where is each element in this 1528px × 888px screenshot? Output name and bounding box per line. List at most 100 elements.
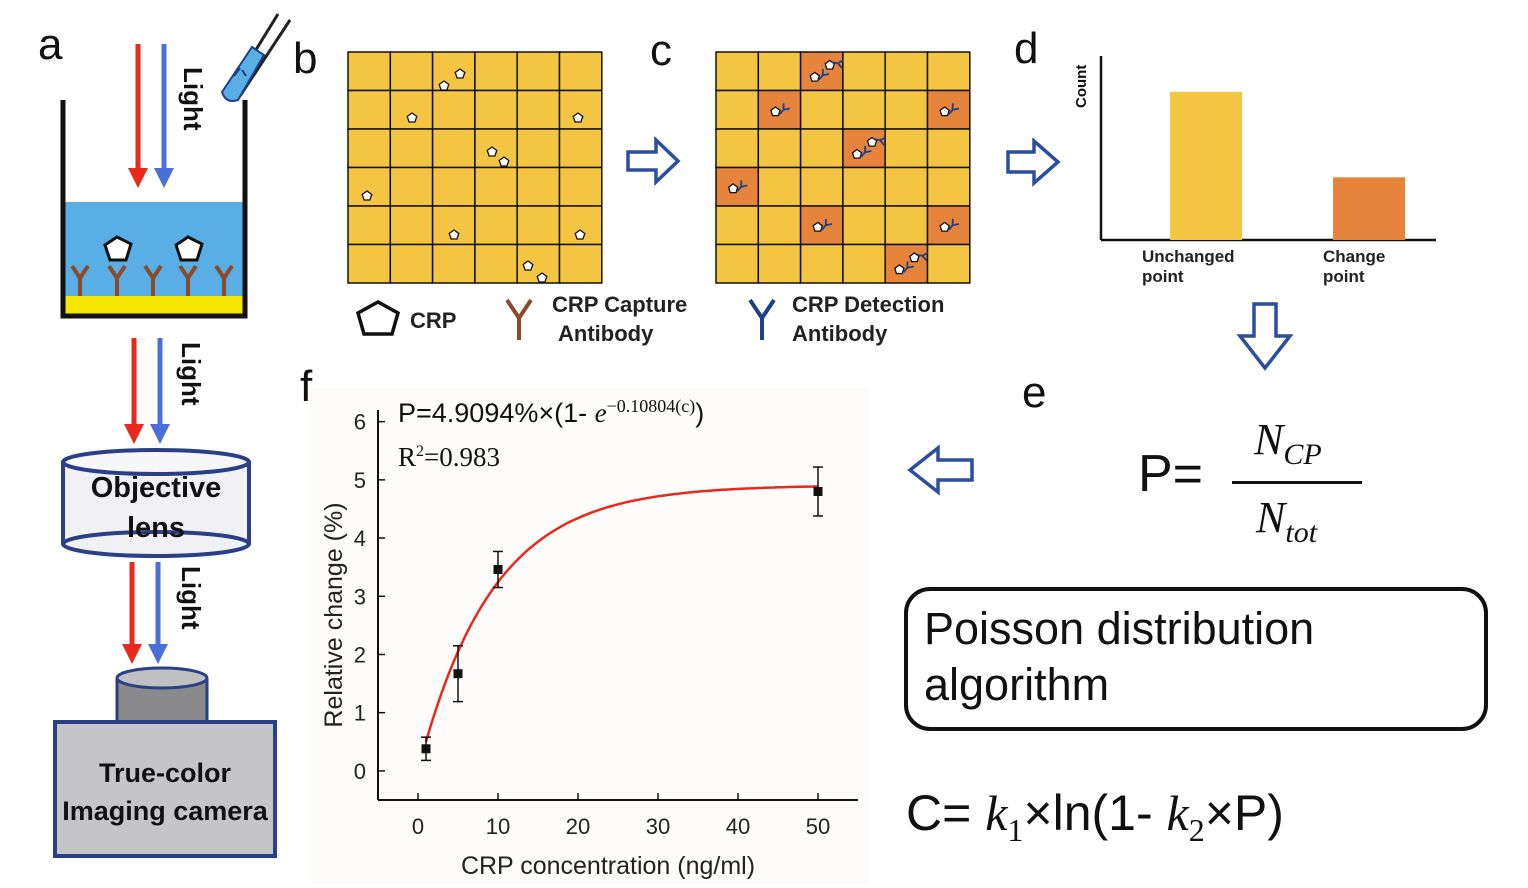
grid-cell [884,166,929,207]
detection-antibody-marker [873,136,887,146]
category-label-change-1: Change [1323,247,1385,266]
category-label-unchanged-2: point [1142,267,1184,286]
crp-marker [939,106,950,117]
capture-antibody-legend-icon [505,298,533,340]
grid-cell [757,243,802,284]
grid-cell [347,128,392,169]
algorithm-box: Poisson distribution algorithm [904,587,1488,731]
grid-cell [884,89,929,130]
crp-marker [572,112,584,123]
light-label-top: Light [178,67,208,131]
crp-marker [851,148,863,159]
bar-change-point [1333,177,1405,240]
grid-cell [474,243,518,284]
detection-antibody-legend-icon [748,298,776,340]
grid-cell [926,166,971,207]
grid-cell [347,89,392,130]
data-point [813,486,823,496]
detection-antibody-marker [948,218,960,231]
arrow-e-to-f [907,444,974,496]
arrow-d-to-e [1236,302,1294,371]
y-tick-label: 4 [354,526,366,551]
grid-cell [884,205,929,246]
changed-cell [842,128,886,169]
crp-marker [894,264,905,275]
grid-cell [884,128,929,169]
crp-marker [361,190,373,201]
x-tick-label: 40 [726,814,750,839]
grid-cell [347,51,392,92]
grid-cell [799,243,844,284]
grid-cell [842,205,886,246]
grid-cell [389,166,434,207]
grid-cell [431,128,476,169]
crp-marker [812,221,824,232]
category-label-unchanged-1: Unchanged [1142,247,1235,266]
grid-cell [516,166,561,207]
grid-cell [558,51,603,92]
grid-panels [347,51,971,284]
grid-cell [757,51,802,92]
panel-label-c: c [650,26,672,75]
grid-cell [474,128,518,169]
bar-unchanged-point [1170,91,1242,240]
probability-label: P= [1138,445,1204,503]
grid-cell [757,205,802,246]
crp-marker [522,260,534,271]
crp-marker [727,183,739,194]
changed-cell [799,51,844,92]
y-tick-label: 1 [354,701,366,726]
grid-cell [842,89,886,130]
crp-marker [939,221,950,232]
data-point [421,744,431,754]
panel-label-d: d [1014,24,1039,73]
grid-cell [389,89,434,130]
panel-label-b: b [293,34,318,83]
numerator-ncp: NCP [1254,415,1322,471]
crp-marker [770,106,781,117]
grid-cell [431,166,476,207]
grid-cell [799,89,844,130]
grid-cell [799,166,844,207]
x-tick-label: 50 [806,814,830,839]
detection-antibody-marker [831,59,844,69]
grid-cell [757,166,802,207]
panel-label-f: f [300,362,313,411]
grid-cell [389,128,434,169]
grid-cell [389,51,434,92]
y-axis-label: Relative change (%) [320,502,348,727]
x-tick-label: 30 [646,814,670,839]
grid-after-detection [715,51,971,284]
grid-cell [715,89,760,130]
detection-antibody-marker [818,68,830,81]
y-tick-label: 3 [354,584,366,609]
grid-cell [799,128,844,169]
grid-cell [715,205,760,246]
grid-cell [347,243,392,284]
grid-before-detection [347,51,603,284]
light-label-bottom: Light [176,566,206,630]
crp-marker [448,229,460,240]
camera-label: True-color Imaging camera [62,758,268,826]
detection-antibody-marker [778,103,790,115]
crp-marker [406,112,418,123]
category-label-change-2: point [1323,267,1365,286]
crp-marker [536,272,548,283]
grid-cell [516,89,561,130]
light-arrow-top [128,44,174,188]
detection-antibody-marker [916,251,929,262]
grid-cell [389,243,434,284]
y-tick-label: 5 [354,468,366,493]
crp-marker [454,68,466,79]
legend-icons [355,298,776,340]
panel-label-e: e [1022,368,1047,417]
objective-lens [61,448,251,558]
detection-antibody-marker [736,180,748,192]
grid-cell [926,51,971,92]
crp-marker [809,71,821,82]
fit-r-squared: R2=0.983 [398,442,500,472]
changed-cell [926,205,971,246]
light-arrow-middle [124,338,170,444]
reaction-well [60,100,248,319]
